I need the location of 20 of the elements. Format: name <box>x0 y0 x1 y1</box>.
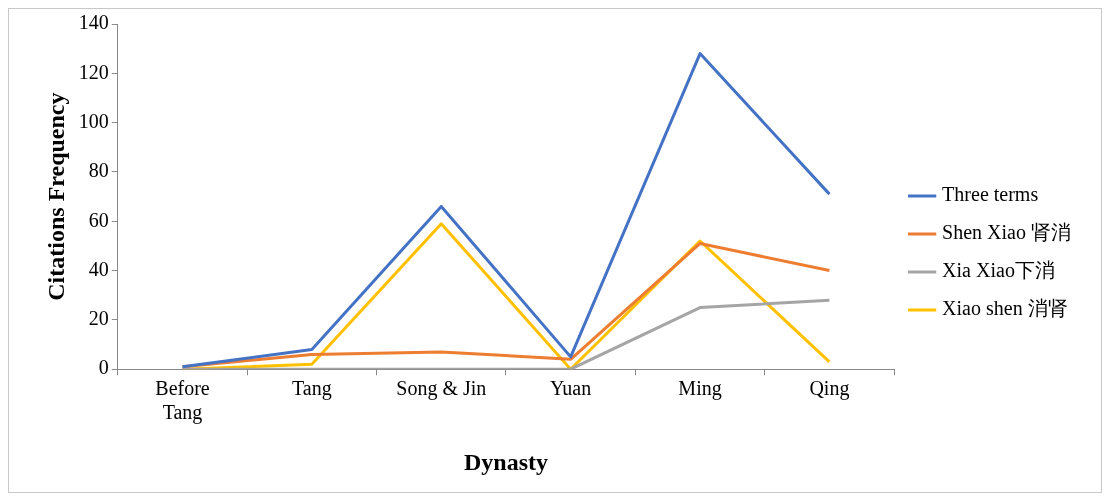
y-tick-label: 20 <box>88 307 109 330</box>
legend-label: Xiao shen 消肾 <box>942 297 1068 320</box>
y-tick-label: 80 <box>88 159 109 182</box>
y-tick-label: 140 <box>78 11 109 34</box>
y-tick-label: 100 <box>78 109 109 132</box>
x-tick-label: Ming <box>678 377 722 401</box>
y-tick-label: 0 <box>98 356 109 379</box>
x-tick-label: Tang <box>292 377 332 401</box>
legend-label: Shen Xiao 肾消 <box>942 221 1072 244</box>
x-tick-label: Song & Jin <box>396 377 487 401</box>
y-tick-label: 120 <box>78 60 109 83</box>
y-axis-title: Citations Frequency <box>42 92 69 301</box>
x-axis-title: Dynasty <box>463 448 548 475</box>
x-tick-label: Qing <box>809 377 850 401</box>
y-tick-label: 40 <box>88 257 109 280</box>
y-tick-label: 60 <box>88 208 109 231</box>
legend-label: Three terms <box>942 183 1039 206</box>
x-tick-label: Before Tang <box>155 377 210 425</box>
legend-label: Xia Xiao下消 <box>942 259 1055 282</box>
x-tick-label: Yuan <box>550 377 592 400</box>
